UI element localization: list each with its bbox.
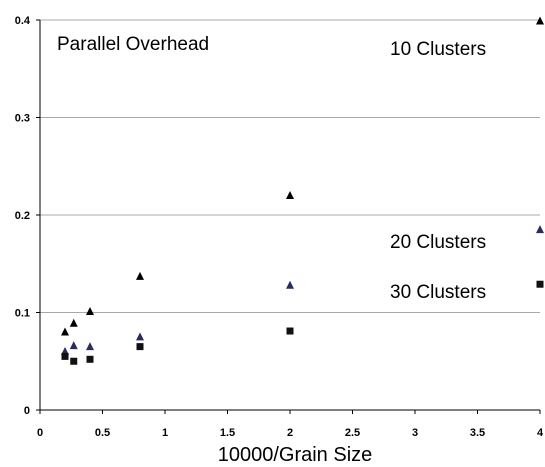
point-series-1-6	[536, 16, 544, 25]
point-series-1-1	[61, 327, 69, 336]
annotation-30-clusters: 30 Clusters	[390, 282, 486, 303]
point-series-3-1	[61, 352, 69, 360]
point-series-3-5	[286, 327, 294, 335]
x-tick-labels: 0 0.5 1 1.5 2 2.5 3 3.5 4	[37, 410, 544, 439]
point-series-1-4	[136, 271, 144, 280]
point-series-1-3	[86, 307, 94, 316]
point-series-3-2	[70, 357, 78, 365]
annotation-20-clusters: 20 Clusters	[390, 232, 486, 253]
chart-title: Parallel Overhead	[57, 34, 209, 55]
x-tick-label: 0	[37, 427, 43, 439]
x-tick-label: 2.5	[345, 427, 360, 439]
point-series-3-4	[136, 343, 144, 351]
point-series-1-5	[286, 191, 294, 199]
x-tick-label: 4	[537, 427, 544, 439]
point-series-2-5	[286, 280, 294, 289]
gridlines	[40, 19, 540, 313]
point-series-3-3	[86, 355, 94, 363]
x-axis-label: 10000/Grain Size	[218, 444, 373, 466]
y-tick-label: 0.2	[15, 210, 30, 222]
point-series-2-3	[86, 342, 94, 351]
x-tick-label: 2	[287, 427, 293, 439]
y-tick-labels: 0 0.1 0.2 0.3 0.4	[15, 15, 40, 417]
y-tick-label: 0.1	[15, 308, 30, 320]
point-series-2-4	[136, 332, 144, 341]
x-tick-label: 3	[412, 427, 418, 439]
x-tick-label: 1.5	[220, 427, 235, 439]
data-points	[61, 16, 544, 365]
y-tick-label: 0.3	[15, 113, 30, 125]
point-series-2-6	[536, 225, 544, 234]
point-series-1-2	[69, 318, 78, 327]
y-tick-label: 0	[24, 405, 30, 417]
x-tick-label: 0.5	[95, 427, 110, 439]
point-series-2-2	[69, 341, 78, 350]
y-tick-label: 0.4	[15, 15, 31, 27]
point-series-3-6	[536, 280, 544, 288]
x-tick-label: 1	[162, 427, 168, 439]
x-tick-label: 3.5	[470, 427, 485, 439]
annotation-10-clusters: 10 Clusters	[390, 39, 486, 60]
